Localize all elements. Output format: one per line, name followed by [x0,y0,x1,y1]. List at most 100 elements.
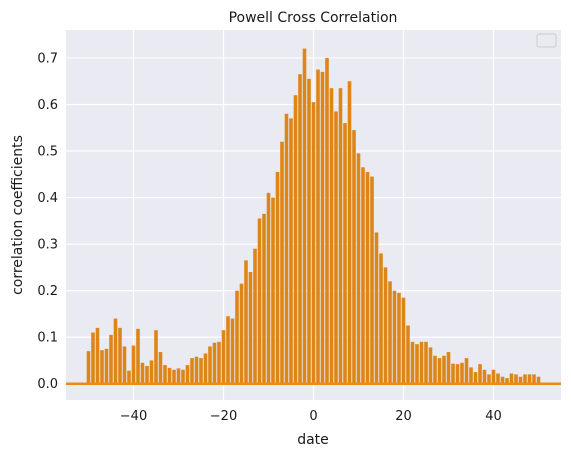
bar [131,345,136,384]
bar [469,367,473,384]
bar [401,297,406,384]
bar [343,123,347,384]
y-tick-label: 0.3 [37,238,58,253]
bar [307,78,311,384]
bar [442,355,446,384]
bar [235,290,239,384]
bar [230,318,235,384]
x-axis-label: date [297,432,329,448]
y-tick-label: 0.5 [37,145,58,160]
bar [316,69,320,384]
bar [532,374,536,384]
bar [374,232,379,384]
bar [199,358,203,384]
bar [365,171,370,384]
bar [212,342,217,384]
chart-title: Powell Cross Correlation [229,10,398,26]
y-tick-label: 0.4 [37,191,58,206]
x-tick-label: −20 [210,409,237,424]
bar [271,197,275,384]
x-tick-label: 40 [485,409,502,424]
bar [392,290,397,384]
bar [496,373,500,384]
bar [334,111,338,384]
bar [262,213,266,384]
bar [145,366,149,384]
bar [437,358,442,384]
bar [217,341,221,384]
bar [455,364,460,384]
bar [136,328,140,384]
bar [257,218,262,384]
bar [284,113,289,384]
bar [118,327,122,384]
y-tick-label: 0.6 [37,98,58,113]
y-tick-labels: 0.0 0.1 0.2 0.3 0.4 0.5 0.6 0.7 [37,51,58,392]
bar [509,373,514,384]
bar [172,369,176,384]
bar [370,176,374,384]
bar [289,118,293,384]
bar [266,192,271,384]
bar [298,74,302,384]
bar [203,353,208,384]
y-tick-label: 0.7 [37,51,58,66]
bar [347,81,352,384]
bar [190,358,194,384]
bar [253,248,257,384]
bar [194,356,199,384]
bar [208,346,212,384]
bar [406,325,410,384]
x-tick-label: −40 [120,409,147,424]
bar [163,365,167,384]
y-tick-label: 0.0 [37,377,58,392]
bar [433,355,437,384]
bar [500,376,505,384]
bar [86,351,91,384]
bar [320,71,325,384]
bar [419,341,424,384]
bar [361,167,365,384]
legend-box [536,33,557,48]
bar [167,367,172,384]
bar [424,341,428,384]
bar [113,318,118,384]
y-axis-label: correlation coefficients [10,135,26,295]
bar [536,376,541,384]
bar [239,283,244,384]
bar [473,372,478,384]
bar [185,365,190,384]
bar [527,374,532,384]
bar [280,141,284,384]
bar [428,347,433,384]
bar [505,378,509,384]
bar [221,330,226,384]
bar [104,348,109,384]
bar [379,253,383,384]
bar [91,332,95,384]
bar [460,362,464,384]
bar [491,369,496,384]
bar [514,374,518,384]
bar [275,171,280,384]
x-tick-labels: −40 −20 0 20 40 [120,409,502,424]
bar [338,88,343,384]
bar [95,327,100,384]
bar [100,350,104,384]
bar [329,88,334,384]
bar [122,346,127,384]
bars [86,48,541,384]
x-tick-label: 0 [309,409,317,424]
y-tick-label: 0.1 [37,331,58,346]
bar [158,352,163,384]
bar [325,57,329,384]
bar [352,130,356,384]
bar [482,369,487,384]
bar [446,352,451,384]
bar [464,358,469,384]
bar [302,48,307,384]
bar [487,374,491,384]
bar [311,102,316,384]
bar [388,281,392,384]
